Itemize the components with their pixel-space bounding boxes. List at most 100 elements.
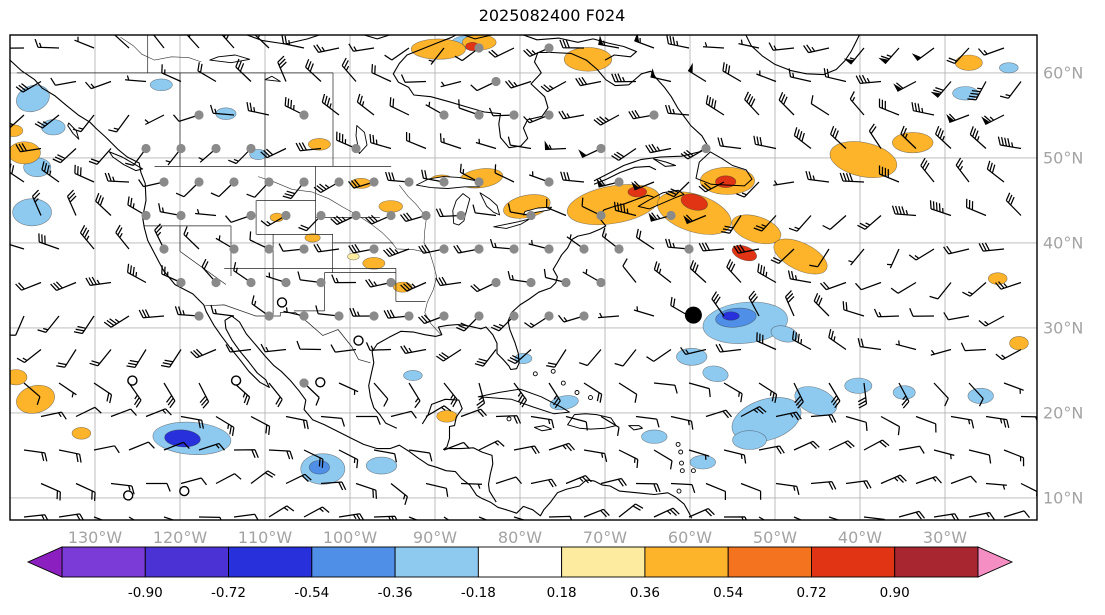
- axis-tick-labels: 130°W 120°W 110°W 100°W 90°W 80°W 70°W 60°W 50°W…: [68, 63, 1084, 547]
- station-dot: [526, 210, 536, 221]
- station-dot: [474, 110, 484, 120]
- colorbar-tick-label: -0.72: [211, 585, 246, 601]
- station-dot: [649, 110, 659, 120]
- colorbar-segment: [61, 546, 146, 578]
- station-dot: [439, 244, 449, 254]
- colorbar-arrow-right: [977, 546, 1014, 578]
- colorbar-tick-label: 0.90: [880, 585, 910, 601]
- station-dots: [122, 43, 711, 501]
- station-dot: [369, 311, 379, 321]
- lon-tick-label: 100°W: [323, 528, 378, 547]
- station-dot: [159, 244, 169, 254]
- station-dot: [509, 110, 519, 120]
- lon-tick-label: 130°W: [68, 528, 123, 547]
- station-dot: [264, 311, 274, 321]
- station-dot: [246, 210, 256, 221]
- lat-tick-label: 20°N: [1043, 403, 1083, 422]
- station-dot: [229, 244, 239, 254]
- station-dot: [544, 43, 554, 53]
- lat-tick-label: 50°N: [1043, 148, 1083, 167]
- station-dot: [596, 277, 606, 288]
- station-dot: [561, 277, 571, 288]
- station-dot: [491, 76, 501, 87]
- station-dot: [684, 244, 694, 254]
- colorbar-segment: [811, 546, 896, 578]
- station-dot: [299, 177, 309, 187]
- station-dot: [579, 311, 589, 321]
- station-dot: [351, 143, 361, 154]
- lon-tick-label: 110°W: [238, 528, 293, 547]
- station-dot: [421, 210, 431, 221]
- station-dot: [281, 210, 291, 221]
- station-dot: [194, 110, 204, 120]
- station-dot: [299, 378, 309, 388]
- open-station-circle: [276, 297, 288, 308]
- highlight-point: [684, 306, 702, 324]
- open-station-circle: [122, 490, 134, 501]
- station-dot: [456, 210, 466, 221]
- station-dot: [596, 210, 606, 221]
- wind-barbs: [10, 35, 1037, 520]
- station-dot: [141, 210, 151, 221]
- station-dot: [439, 177, 449, 187]
- open-station-circle: [127, 375, 138, 386]
- station-dot: [439, 110, 449, 120]
- station-dot: [194, 311, 204, 321]
- station-dot: [474, 43, 484, 53]
- lat-tick-label: 40°N: [1043, 233, 1083, 252]
- station-dot: [614, 244, 624, 254]
- station-dot: [194, 177, 204, 187]
- lon-tick-label: 30°W: [923, 528, 967, 547]
- station-dot: [439, 311, 449, 321]
- colorbar-tick-label: -0.18: [461, 585, 496, 601]
- station-dot: [666, 210, 676, 221]
- station-dot: [544, 110, 554, 120]
- figure-title: 2025082400 F024: [479, 6, 626, 25]
- station-dot: [404, 177, 414, 187]
- station-dot: [491, 277, 501, 288]
- colorbar-segment: [477, 546, 563, 578]
- station-dot: [614, 177, 624, 187]
- lon-tick-label: 50°W: [753, 528, 797, 547]
- station-dot: [579, 244, 589, 254]
- station-dot: [351, 210, 361, 221]
- station-dot: [299, 311, 309, 321]
- map-frame: [9, 34, 1038, 521]
- station-dot: [544, 244, 554, 254]
- station-dot: [281, 277, 291, 288]
- station-dot: [246, 277, 256, 288]
- station-dot: [211, 277, 221, 288]
- lon-tick-label: 90°W: [413, 528, 457, 547]
- colorbar-tick-label: -0.90: [128, 585, 163, 601]
- station-dot: [596, 143, 606, 154]
- station-dot: [141, 143, 151, 154]
- colorbar-segment: [894, 546, 979, 578]
- colorbar-tick-label: -0.36: [378, 585, 413, 601]
- station-dot: [474, 177, 484, 187]
- station-dot: [334, 177, 344, 187]
- open-station-circle: [230, 375, 242, 386]
- station-dot: [404, 311, 414, 321]
- station-dot: [176, 143, 186, 154]
- colorbar-tick-label: 0.54: [713, 585, 743, 601]
- station-dot: [544, 311, 554, 321]
- colorbar-tick-label: 0.72: [796, 585, 826, 601]
- colorbar-segment: [644, 546, 729, 578]
- colorbar-arrow-left: [26, 546, 63, 578]
- station-dot: [369, 244, 379, 254]
- station-dot: [264, 244, 274, 254]
- station-dot: [211, 143, 221, 154]
- station-dot: [369, 177, 379, 187]
- station-dot: [176, 210, 186, 221]
- station-dot: [316, 277, 326, 288]
- colorbar-segment: [561, 546, 646, 578]
- lon-tick-label: 120°W: [153, 528, 208, 547]
- station-dot: [544, 177, 554, 187]
- open-station-circle: [353, 335, 364, 346]
- station-dot: [386, 210, 396, 221]
- station-dot: [246, 143, 256, 154]
- station-dot: [701, 143, 711, 154]
- lon-tick-label: 40°W: [838, 528, 882, 547]
